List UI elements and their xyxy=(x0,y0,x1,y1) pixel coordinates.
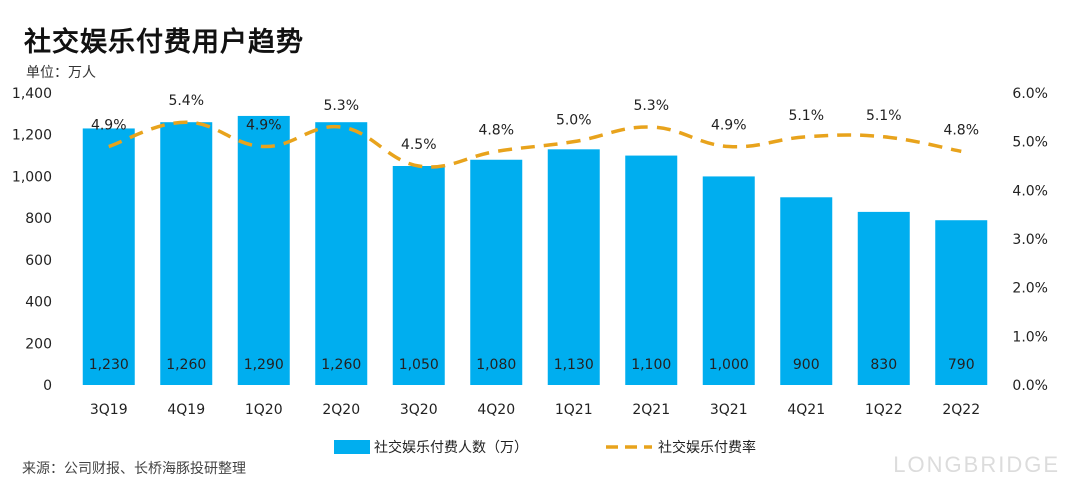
rate-value-label: 5.0% xyxy=(556,113,592,129)
x-axis-tick: 2Q22 xyxy=(942,402,980,418)
bar-value-label: 1,260 xyxy=(321,357,361,373)
x-axis-tick: 4Q21 xyxy=(787,402,825,418)
chart-title: 社交娱乐付费用户趋势 xyxy=(24,27,304,58)
rate-value-label: 5.3% xyxy=(323,98,359,114)
source-note: 来源：公司财报、长桥海豚投研整理 xyxy=(22,461,246,477)
legend-bar-label: 社交娱乐付费人数（万） xyxy=(374,439,528,456)
rate-value-label: 5.4% xyxy=(168,93,204,109)
bar-1Q21 xyxy=(547,149,600,385)
rate-value-label: 4.9% xyxy=(246,118,282,134)
bar-4Q21 xyxy=(780,197,833,385)
rate-value-label: 5.1% xyxy=(866,108,902,124)
x-axis-tick: 1Q20 xyxy=(245,402,283,418)
bar-value-label: 1,290 xyxy=(244,357,284,373)
bar-value-label: 1,260 xyxy=(166,357,206,373)
x-axis-tick: 4Q20 xyxy=(477,402,515,418)
unit-label: 单位：万人 xyxy=(26,65,96,81)
x-axis-tick: 2Q21 xyxy=(632,402,670,418)
bar-1Q22 xyxy=(857,211,910,385)
left-axis-tick: 0 xyxy=(43,378,52,394)
bar-3Q20 xyxy=(392,166,445,385)
x-axis-tick: 3Q20 xyxy=(400,402,438,418)
bar-value-label: 1,130 xyxy=(554,357,594,373)
bar-3Q21 xyxy=(702,176,755,385)
rate-value-label: 4.9% xyxy=(711,118,747,134)
bar-4Q20 xyxy=(470,159,523,385)
right-axis-tick: 2.0% xyxy=(1012,281,1048,297)
bar-value-label: 1,080 xyxy=(476,357,516,373)
right-axis-tick: 4.0% xyxy=(1012,183,1048,199)
x-axis-tick: 4Q19 xyxy=(167,402,205,418)
bar-value-label: 830 xyxy=(870,357,897,373)
left-axis-tick: 200 xyxy=(25,336,52,352)
watermark-logo: LONGBRIDGE xyxy=(893,452,1060,477)
left-axis-tick: 1,000 xyxy=(12,169,52,185)
right-axis-tick: 5.0% xyxy=(1012,135,1048,151)
bar-1Q20 xyxy=(237,115,290,385)
x-axis-tick: 1Q22 xyxy=(865,402,903,418)
bar-value-label: 1,230 xyxy=(89,357,129,373)
bar-value-label: 900 xyxy=(793,357,820,373)
rate-value-label: 4.8% xyxy=(943,122,979,138)
x-axis-tick: 2Q20 xyxy=(322,402,360,418)
rate-value-label: 4.8% xyxy=(478,122,514,138)
rate-value-label: 4.5% xyxy=(401,137,437,153)
bar-value-label: 1,000 xyxy=(709,357,749,373)
right-axis-tick: 6.0% xyxy=(1012,86,1048,102)
rate-line xyxy=(108,120,962,169)
bar-3Q19 xyxy=(82,128,135,385)
rate-value-label: 4.9% xyxy=(91,118,127,134)
right-axis-tick: 0.0% xyxy=(1012,378,1048,394)
bar-value-label: 790 xyxy=(948,357,975,373)
legend-bar-swatch xyxy=(334,440,370,454)
bar-2Q21 xyxy=(625,155,678,385)
bar-value-label: 1,050 xyxy=(399,357,439,373)
rate-value-label: 5.1% xyxy=(788,108,824,124)
x-axis-tick: 3Q21 xyxy=(710,402,748,418)
left-axis-tick: 1,400 xyxy=(12,86,52,102)
bar-value-label: 1,100 xyxy=(631,357,671,373)
bar-2Q22 xyxy=(935,220,988,385)
x-axis-tick: 1Q21 xyxy=(555,402,593,418)
bar-2Q20 xyxy=(315,122,368,385)
right-axis-tick: 1.0% xyxy=(1012,329,1048,345)
left-axis-tick: 400 xyxy=(25,295,52,311)
x-axis-tick: 3Q19 xyxy=(90,402,128,418)
left-axis-tick: 600 xyxy=(25,253,52,269)
left-axis-tick: 1,200 xyxy=(12,128,52,144)
legend-line-label: 社交娱乐付费率 xyxy=(658,439,756,456)
left-axis-tick: 800 xyxy=(25,211,52,227)
rate-value-label: 5.3% xyxy=(633,98,669,114)
bar-4Q19 xyxy=(160,122,213,385)
right-axis-tick: 3.0% xyxy=(1012,232,1048,248)
